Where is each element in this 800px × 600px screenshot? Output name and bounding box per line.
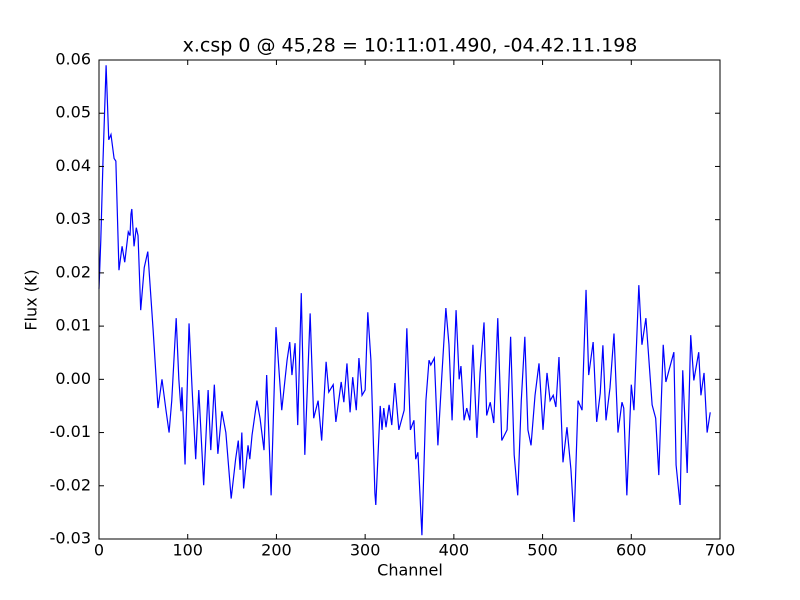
y-tick-label: 0.02: [55, 262, 91, 281]
y-tick-label: 0.03: [55, 209, 91, 228]
y-tick-label: 0.00: [55, 369, 91, 388]
y-axis-label: Flux (K): [22, 269, 41, 330]
y-tick-label: -0.01: [50, 422, 91, 441]
y-tick-label: 0.04: [55, 156, 91, 175]
x-tick-label: 400: [439, 541, 470, 560]
y-tick-label: -0.03: [50, 529, 91, 548]
y-tick-label: -0.02: [50, 475, 91, 494]
y-tick-label: 0.06: [55, 50, 91, 69]
plot-frame: [98, 59, 721, 540]
x-axis-label: Channel: [377, 561, 443, 580]
x-tick-label: 700: [705, 541, 736, 560]
x-tick-label: 200: [261, 541, 292, 560]
data-line: [98, 65, 711, 536]
x-tick-label: 100: [172, 541, 203, 560]
x-tick-label: 300: [350, 541, 381, 560]
x-tick-label: 600: [616, 541, 647, 560]
y-tick-label: 0.05: [55, 103, 91, 122]
x-tick-label: 500: [527, 541, 558, 560]
x-tick-label: 0: [94, 541, 104, 560]
chart-title: x.csp 0 @ 45,28 = 10:11:01.490, -04.42.1…: [183, 35, 638, 57]
y-tick-label: 0.01: [55, 316, 91, 335]
